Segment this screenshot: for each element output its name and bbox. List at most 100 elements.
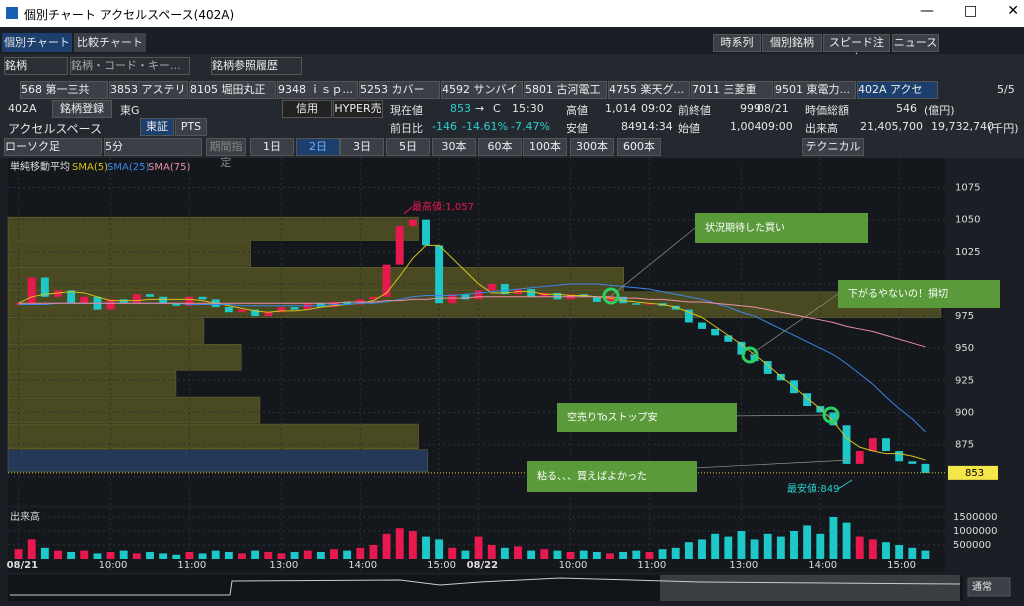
- volume-bar: [132, 553, 141, 559]
- period-button[interactable]: 100本: [523, 138, 567, 156]
- period[interactable]: 期間指定: [206, 138, 246, 169]
- y-tick-label: 1000000: [953, 526, 998, 537]
- high-pointer: [403, 206, 413, 215]
- volume-bar: [277, 553, 286, 559]
- candle: [27, 277, 36, 304]
- candle: [224, 307, 233, 313]
- volume-bar: [619, 552, 628, 559]
- x-tick-label: 15:00: [427, 560, 456, 571]
- exchange[interactable]: PTS: [175, 118, 207, 136]
- quote-field: C: [493, 102, 501, 115]
- ticker-tab[interactable]: 7011 三菱重: [691, 81, 773, 99]
- ticker-tab[interactable]: 568 第一三共: [20, 81, 108, 99]
- candle: [198, 296, 207, 300]
- candle: [474, 290, 483, 300]
- period-button[interactable]: 300本: [570, 138, 614, 156]
- last-price-tag: [948, 465, 998, 480]
- quote-field: 出来高: [805, 122, 838, 135]
- volume-bar: [119, 550, 128, 559]
- volume-bar: [40, 547, 49, 559]
- ticker-tab[interactable]: 4592 サンバイオ: [441, 81, 523, 99]
- technical-button[interactable]: テクニカル: [802, 138, 864, 156]
- y-tick-label: 900: [955, 407, 974, 418]
- volume-bar: [908, 547, 917, 559]
- window-controls[interactable]: —□✕: [920, 3, 1019, 19]
- candle: [461, 294, 470, 300]
- quote-field: 高値: [566, 104, 588, 117]
- search-input[interactable]: 銘柄・コード・キー...: [70, 57, 190, 75]
- candle: [290, 307, 299, 310]
- candle: [711, 328, 720, 336]
- code: 402A: [8, 102, 37, 115]
- quote-field: 19,732,740: [931, 120, 994, 133]
- tab[interactable]: 個別チャート: [2, 33, 72, 52]
- volume-bar: [579, 550, 588, 559]
- ticker-tab[interactable]: 9348 ｉｓｐ...: [277, 81, 358, 99]
- period-button[interactable]: 1日: [250, 138, 294, 156]
- y-tick-label: 1025: [955, 247, 980, 258]
- quote-field: 現在値: [390, 104, 423, 117]
- period-button[interactable]: 5日: [386, 138, 430, 156]
- ticker-tab[interactable]: 5253 カバー: [359, 81, 440, 99]
- y-tick-label: 925: [955, 375, 974, 386]
- volume-bar: [724, 536, 733, 559]
- ticker-tab[interactable]: 5801 古河電工: [524, 81, 607, 99]
- ticker-tab[interactable]: 402A アクセル...: [857, 81, 938, 99]
- history-select[interactable]: 銘柄参照履歴: [211, 57, 302, 75]
- candle: [632, 303, 641, 305]
- y-tick-label: 950: [955, 343, 974, 354]
- volume-bar: [763, 533, 772, 559]
- interval[interactable]: 5分: [104, 138, 202, 156]
- candle: [67, 290, 76, 304]
- candle: [803, 393, 812, 407]
- candle: [185, 296, 194, 306]
- chart-type[interactable]: ローソク足: [4, 138, 102, 156]
- candle: [619, 296, 628, 304]
- candle: [14, 303, 23, 305]
- select[interactable]: 銘柄: [4, 57, 68, 75]
- volume-bar: [14, 549, 23, 559]
- hyper-button[interactable]: HYPER売: [333, 100, 383, 118]
- ticker-tab[interactable]: 8105 堀田丸正: [189, 81, 276, 99]
- top-button[interactable]: ニュース: [892, 34, 939, 52]
- quote-field: 08/21: [757, 102, 789, 115]
- volume-profile-bar: [7, 216, 419, 241]
- volume-bar: [592, 552, 601, 559]
- register-button[interactable]: 銘柄登録: [52, 100, 112, 118]
- candle: [132, 294, 141, 304]
- volume-bar: [855, 536, 864, 559]
- volume-bar: [382, 533, 391, 559]
- margin-button[interactable]: 信用: [282, 100, 332, 118]
- candle: [408, 219, 417, 227]
- candle: [645, 303, 654, 305]
- volume-bar: [80, 550, 89, 559]
- tab[interactable]: 比較チャート: [74, 33, 146, 52]
- period-button[interactable]: 60本: [478, 138, 522, 156]
- marker-circle: [822, 406, 840, 424]
- volume-bar: [921, 550, 930, 559]
- volume-bar: [461, 550, 470, 559]
- quote-field: 前日比: [390, 122, 423, 135]
- candle: [343, 301, 352, 305]
- x-tick-label: 11:00: [637, 560, 666, 571]
- volume-bar: [527, 550, 536, 559]
- period-button[interactable]: 30本: [432, 138, 476, 156]
- market: 東G: [120, 104, 140, 117]
- top-button[interactable]: 時系列: [713, 34, 761, 52]
- period-button[interactable]: 600本: [617, 138, 661, 156]
- candle: [671, 305, 680, 310]
- top-button[interactable]: スピード注文: [823, 34, 890, 65]
- exchange[interactable]: 東証: [140, 118, 174, 136]
- ticker-tab[interactable]: 4755 楽天グ...: [608, 81, 690, 99]
- top-button[interactable]: 個別銘柄: [762, 34, 822, 52]
- period-button[interactable]: 3日: [340, 138, 384, 156]
- volume-bar: [632, 550, 641, 559]
- period-button[interactable]: 2日: [296, 138, 340, 156]
- ticker-tab[interactable]: 9501 東電力...: [774, 81, 856, 99]
- navigator-mode-bg: [967, 577, 1011, 597]
- quote-field: -146: [432, 120, 457, 133]
- ticker-tab[interactable]: 3853 アステリア: [109, 81, 188, 99]
- volume-bar: [487, 545, 496, 559]
